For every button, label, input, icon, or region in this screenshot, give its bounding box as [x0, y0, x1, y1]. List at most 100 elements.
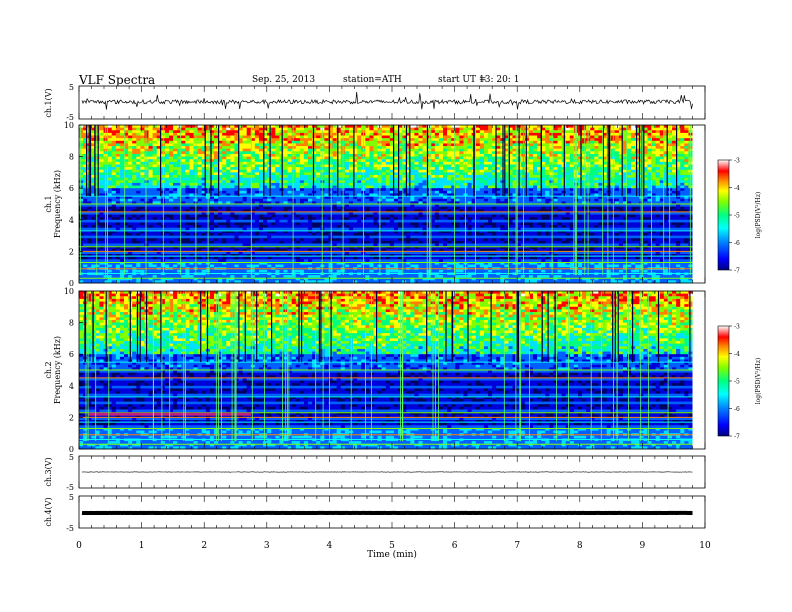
spectrogram-cell [537, 164, 542, 168]
spectrogram-cell [267, 135, 272, 139]
spectrogram-cell [537, 169, 542, 173]
spectrogram-cell [213, 161, 219, 165]
spectrogram-cell [299, 156, 305, 160]
spectrogram-cell [635, 177, 640, 181]
spectrogram-cell [164, 201, 170, 205]
spectrogram-cell [430, 148, 436, 152]
spectrogram-cell [287, 130, 293, 134]
spectrogram-cell [381, 164, 387, 168]
spectrogram-cell [496, 172, 501, 176]
spectrogram-cell [537, 167, 542, 171]
spectrogram-cell [422, 169, 428, 173]
spectrogram-cell [324, 193, 329, 197]
spectrogram-cell [451, 206, 456, 210]
spectrogram-cell [582, 138, 587, 142]
spectrogram-cell [283, 180, 288, 184]
spectrogram-cell [283, 193, 288, 197]
spectrogram-cell [148, 153, 154, 157]
spectrogram-cell [111, 177, 117, 181]
spectrogram-cell [438, 151, 444, 155]
spectrogram-cell [369, 198, 374, 202]
spectrogram-cell [365, 180, 370, 184]
spectrogram-cell [99, 127, 104, 131]
spectrogram-cell [684, 127, 689, 131]
spectrogram-cell [209, 182, 215, 186]
spectrogram-cell [512, 172, 518, 176]
spectrogram-cell [168, 206, 174, 210]
spectrogram-cell [577, 127, 583, 131]
spectrogram-cell [263, 153, 268, 157]
spectrogram-cell [348, 201, 354, 205]
spectrogram-cell [107, 159, 113, 163]
spectrogram-cell [254, 164, 260, 168]
spectrogram-cell [283, 167, 288, 171]
spectrogram-cell [532, 206, 538, 210]
spectrogram-cell [234, 143, 239, 147]
spectrogram-cell [99, 169, 104, 173]
spectrogram-cell [598, 167, 603, 171]
spectrogram-cell [303, 164, 309, 168]
spectrogram-cell [545, 188, 550, 192]
spectrogram-cell [254, 135, 260, 139]
spectrogram-cell [291, 156, 297, 160]
spectrogram-cell [168, 156, 174, 160]
spectrogram-cell [389, 132, 395, 136]
spectrogram-cell [524, 167, 530, 171]
spectrogram-cell [577, 140, 583, 144]
spectrogram-cell [684, 172, 689, 176]
spectrogram-cell [336, 132, 342, 136]
spectrogram-cell [389, 156, 395, 160]
spectrogram-cell [275, 175, 280, 179]
spectrogram-cell [111, 135, 117, 139]
spectrogram-cell [537, 132, 542, 136]
spectrogram-cell [119, 172, 125, 176]
spectrogram-cell [299, 164, 305, 168]
spectrogram-cell [83, 196, 88, 200]
spectrogram-cell [213, 190, 219, 194]
spectrogram-cell [79, 146, 84, 150]
start-ut-label: start UT = [438, 75, 487, 85]
spectrogram-cell [402, 127, 407, 131]
spectrogram-cell [541, 138, 546, 142]
spectrogram-cell [520, 204, 526, 208]
spectrogram-cell [639, 172, 644, 176]
spectrogram-cell [434, 164, 440, 168]
spectrogram-cell [422, 132, 428, 136]
spectrogram-cell [496, 151, 501, 155]
spectrogram-cell [348, 132, 354, 136]
spectrogram-cell [659, 127, 665, 131]
spectrogram-cell [283, 140, 288, 144]
spectrogram-cell [496, 201, 501, 205]
spectrogram-cell [680, 175, 685, 179]
spectrogram-cell [250, 167, 256, 171]
spectrogram-cell [676, 167, 681, 171]
spectrogram-cell [336, 193, 342, 197]
spectrogram-cell [430, 164, 436, 168]
spectrogram-cell [91, 198, 96, 202]
spectrogram-cell [213, 159, 219, 163]
spectrogram-cell [651, 190, 657, 194]
spectrogram-cell [267, 159, 272, 163]
spectrogram-cell [128, 143, 133, 147]
spectrogram-cell [537, 130, 542, 134]
spectrogram-cell [381, 140, 387, 144]
spectrogram-cell [398, 143, 403, 147]
spectrogram-cell [447, 169, 452, 173]
spectrogram-cell [144, 209, 149, 213]
spectrogram-cell [369, 188, 374, 192]
spectrogram-cell [230, 138, 235, 142]
spectrogram-cell [111, 159, 117, 163]
spectrogram-cell [418, 190, 423, 194]
spectrogram-cell [622, 175, 628, 179]
spectrogram-cell [107, 143, 113, 147]
spectrogram-cell [483, 167, 489, 171]
spectrogram-cell [402, 148, 407, 152]
spectrogram-cell [541, 130, 546, 134]
spectrogram-cell [545, 151, 550, 155]
spectrogram-cell [128, 138, 133, 142]
spectrogram-cell [201, 182, 207, 186]
spectrogram-cell [283, 146, 288, 150]
spectrogram-cell [684, 132, 689, 136]
spectrogram-cell [487, 180, 493, 184]
spectrogram-cell [532, 156, 538, 160]
